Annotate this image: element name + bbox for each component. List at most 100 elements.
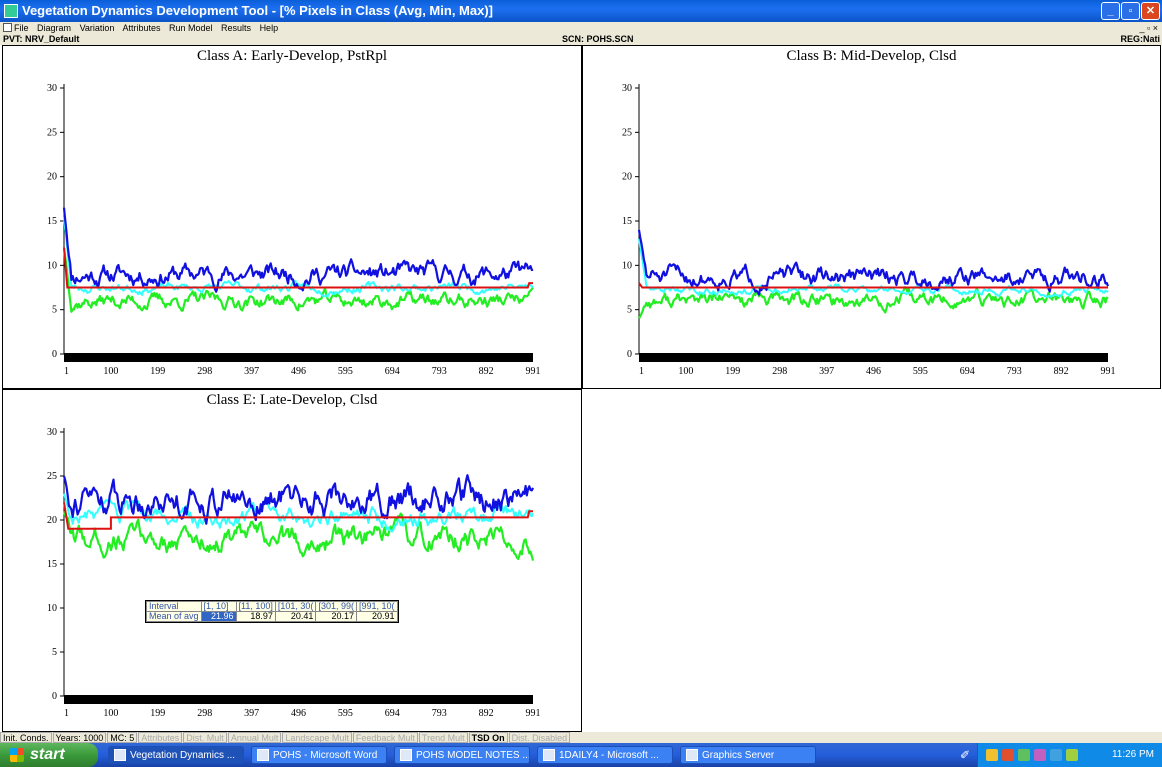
clock: 11:26 PM [1111, 749, 1154, 760]
antivirus-icon[interactable] [1066, 749, 1078, 761]
start-label: start [30, 746, 65, 763]
chart-title: Class A: Early-Develop, PstRpl [197, 48, 387, 64]
task-vegetation-dynamics[interactable]: Vegetation Dynamics ... [108, 746, 244, 764]
word-icon [400, 749, 412, 762]
y-tick-label: 20 [47, 515, 57, 526]
status-landscape-mult: Landscape Mult [282, 732, 352, 743]
task-label: Graphics Server [702, 750, 775, 761]
x-tick-label: 1 [64, 708, 69, 719]
menu-help[interactable]: Help [259, 23, 279, 33]
close-button[interactable]: ✕ [1141, 2, 1160, 20]
network-icon[interactable] [986, 749, 998, 761]
document-icon[interactable] [3, 23, 12, 32]
series-line-max [637, 229, 1110, 296]
y-tick-label: 25 [622, 127, 632, 138]
maximize-button[interactable]: ▫ [1121, 2, 1140, 20]
status-feedback-mult: Feedback Mult [352, 732, 418, 743]
info-bar: PVT: NRV_Default SCN: POHS.SCN REG:Nati [0, 34, 1162, 45]
messenger-icon[interactable] [1034, 749, 1046, 761]
mdi-window-controls[interactable]: _ ▫ × [1139, 23, 1158, 33]
scn-label: SCN: POHS.SCN [562, 34, 634, 44]
x-tick-label: 1 [639, 366, 644, 377]
series-line-max [62, 474, 534, 525]
x-tick-label: 991 [526, 708, 541, 719]
status-mc: MC: 5 [107, 732, 138, 743]
y-tick-label: 0 [52, 349, 57, 360]
y-tick-label: 30 [622, 83, 632, 94]
menu-results[interactable]: Results [221, 23, 252, 33]
volume-icon[interactable] [1018, 749, 1030, 761]
minimize-button[interactable]: _ [1101, 2, 1120, 20]
x-tick-label: 892 [1054, 366, 1069, 377]
window-title-bar[interactable]: Vegetation Dynamics Development Tool - [… [0, 0, 1162, 22]
x-tick-label: 397 [819, 366, 834, 377]
chart-panel-class-b[interactable]: Class B: Mid-Develop, Clsd 0 5 10 15 20 25 30 1 1… [582, 45, 1161, 389]
x-tick-label: 496 [291, 708, 306, 719]
series-line-min [62, 247, 534, 313]
menu-run-model[interactable]: Run Model [168, 23, 213, 33]
stats-value-cell[interactable]: 20.17 [315, 611, 357, 622]
task-pohs-model-notes[interactable]: POHS MODEL NOTES ... [394, 746, 530, 764]
stats-table: Interval [1, 10] [11, 100] [101, 30( [30… [145, 600, 399, 623]
chart-title: Class E: Late-Develop, Clsd [207, 392, 378, 408]
stats-value-cell[interactable]: 18.97 [235, 611, 276, 622]
x-tick-label: 991 [526, 366, 541, 377]
x-tick-label: 199 [150, 366, 165, 377]
reference-step-line [63, 247, 533, 289]
y-tick-label: 10 [47, 603, 57, 614]
status-annual-mult: Annual Mult [227, 732, 282, 743]
x-tick-label: 199 [150, 708, 165, 719]
app-icon [114, 749, 126, 762]
chart-panel-class-a[interactable]: Class A: Early-Develop, PstRpl 0 5 10 15 20 25… [2, 45, 582, 389]
chart-title: Class B: Mid-Develop, Clsd [786, 48, 957, 64]
pvt-label: PVT: NRV_Default [3, 34, 80, 44]
menu-attributes[interactable]: Attributes [122, 23, 161, 33]
x-tick-label: 397 [244, 708, 259, 719]
y-tick-label: 5 [627, 305, 632, 316]
x-tick-label: 595 [338, 366, 353, 377]
task-label: POHS MODEL NOTES ... [416, 750, 530, 761]
x-tick-label: 793 [432, 708, 447, 719]
x-tick-label: 694 [385, 366, 400, 377]
app-icon [4, 4, 18, 18]
status-attributes: Attributes [138, 732, 183, 743]
x-tick-label: 892 [479, 708, 494, 719]
stats-table-row: Mean of avg 21.96 18.97 20.41 20.17 20.9… [146, 611, 398, 622]
y-tick-label: 15 [47, 559, 57, 570]
chart-panel-class-e[interactable]: Class E: Late-Develop, Clsd 0 5 10 15 20 25 30 1… [2, 389, 582, 732]
status-trend-mult: Trend Mult [418, 732, 468, 743]
stats-value-cell[interactable]: 20.91 [355, 611, 398, 622]
x-axis-band [64, 695, 533, 704]
y-tick-label: 25 [47, 471, 57, 482]
stats-value-cell[interactable]: 21.96 [200, 611, 237, 622]
task-label: POHS - Microsoft Word [273, 750, 378, 761]
y-tick-label: 10 [622, 260, 632, 271]
stats-header-cell: [301, 99( [315, 601, 357, 612]
menu-diagram[interactable]: Diagram [37, 23, 72, 33]
x-tick-label: 298 [197, 366, 212, 377]
x-tick-label: 100 [103, 708, 118, 719]
reference-step-line [638, 282, 1108, 289]
status-init-conds[interactable]: Init. Conds. [0, 732, 52, 743]
task-pohs-word[interactable]: POHS - Microsoft Word [251, 746, 387, 764]
y-tick-label: 5 [52, 305, 57, 316]
x-tick-label: 595 [913, 366, 928, 377]
menu-file[interactable]: File [14, 23, 29, 33]
menu-variation[interactable]: Variation [79, 23, 115, 33]
stats-row-label: Mean of avg [146, 611, 202, 622]
updates-icon[interactable] [1050, 749, 1062, 761]
x-tick-label: 595 [338, 708, 353, 719]
system-tray: 11:26 PM [977, 743, 1162, 767]
task-graphics-server[interactable]: Graphics Server [680, 746, 816, 764]
y-tick-label: 30 [47, 83, 57, 94]
stats-value-cell[interactable]: 20.41 [274, 611, 317, 622]
y-tick-label: 0 [627, 349, 632, 360]
security-icon[interactable] [1002, 749, 1014, 761]
x-tick-label: 298 [197, 708, 212, 719]
graphics-server-icon [686, 749, 698, 762]
pen-icon[interactable]: ✐ [960, 748, 971, 762]
start-button[interactable]: start [0, 743, 98, 767]
x-tick-label: 1 [64, 366, 69, 377]
y-tick-label: 15 [622, 216, 632, 227]
task-1daily4[interactable]: 1DAILY4 - Microsoft ... [537, 746, 673, 764]
